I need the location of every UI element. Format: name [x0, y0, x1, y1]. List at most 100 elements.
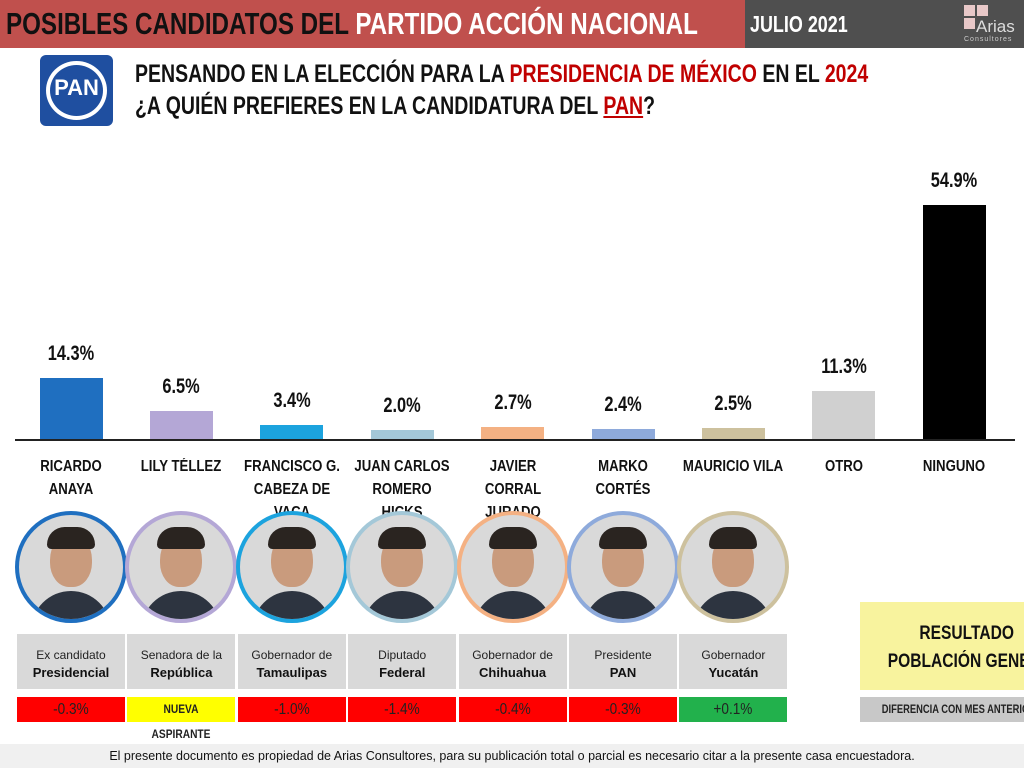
role-text: Ex candidato — [36, 648, 106, 662]
candidate-photo — [235, 511, 348, 623]
role-bold: Chihuahua — [479, 665, 547, 680]
category-label-line: MARKO CORTÉS — [595, 458, 651, 498]
diff-legend: DIFERENCIA CON MES ANTERIOR — [860, 697, 1024, 722]
change-badge: -0.4% — [458, 697, 567, 722]
role-text: Diputado — [378, 648, 427, 662]
data-label: 14.3% — [47, 342, 95, 366]
category-label-line: JUAN CARLOS — [354, 458, 450, 475]
data-label: 11.3% — [821, 354, 867, 378]
data-label: 2.5% — [714, 392, 753, 416]
q-highlight: PRESIDENCIA DE MÉXICO — [509, 60, 757, 88]
role-text: Gobernador de — [472, 648, 553, 662]
category-label: MARKO CORTÉS — [572, 455, 674, 501]
q-highlight: PAN — [603, 92, 644, 120]
role-bold: Federal — [379, 665, 426, 680]
title-part: POSIBLES CANDIDATOS DEL — [6, 6, 356, 41]
candidate-role: Diputado Federal — [348, 634, 457, 689]
category-label-line: MAURICIO VILA — [683, 458, 784, 475]
category-label-line: JAVIER CORRAL — [484, 458, 541, 498]
candidate-photo — [567, 511, 679, 623]
data-label: 54.9% — [930, 169, 978, 192]
change-badge: +0.1% — [679, 697, 788, 722]
candidate-photo — [677, 511, 790, 623]
survey-date: JULIO 2021 — [750, 11, 848, 37]
q-text: ¿A QUIÉN PREFIERES EN LA CANDIDATURA DEL — [135, 92, 604, 120]
category-label-line: NINGUNO — [923, 458, 986, 475]
change-value: -1.4% — [384, 701, 420, 718]
candidate-photo — [346, 511, 459, 623]
role-bold: Yucatán — [708, 665, 759, 680]
candidate-photo — [15, 511, 127, 623]
q-highlight: 2024 — [824, 60, 869, 88]
candidate-role: Gobernador de Tamaulipas — [237, 634, 346, 689]
role-bold: Presidencial — [32, 665, 110, 680]
candidate-role: Ex candidato Presidencial — [17, 634, 125, 689]
bar — [812, 390, 876, 439]
bar — [260, 424, 324, 439]
category-label-line: FRANCISCO G. — [243, 458, 340, 475]
role-text: Gobernador — [701, 648, 766, 662]
data-label: 2.4% — [604, 392, 642, 416]
candidate-role: Presidente PAN — [569, 634, 677, 689]
change-value: +0.1% — [713, 701, 753, 718]
change-value: -1.0% — [274, 701, 310, 718]
q-text: EN EL — [756, 60, 825, 88]
role-text: Senadora de la — [140, 648, 223, 662]
change-value: -0.3% — [53, 701, 89, 718]
category-label: MAURICIO VILA — [682, 455, 784, 478]
logo-subtext: Consultores — [964, 36, 1013, 43]
role-bold: República — [150, 665, 213, 680]
role-text: Gobernador de — [251, 648, 333, 662]
candidate-role: Gobernador Yucatán — [679, 634, 788, 689]
category-label: RICARDO ANAYA — [20, 455, 122, 501]
data-label: 3.4% — [273, 388, 311, 412]
question-line-2: ¿A QUIÉN PREFIERES EN LA CANDIDATURA DEL… — [135, 92, 655, 121]
bar — [701, 428, 765, 439]
candidate-photo — [125, 511, 238, 623]
candidate-role: Senadora de la República — [127, 634, 236, 689]
pan-logo-text: PAN — [54, 75, 99, 100]
q-text: PENSANDO EN LA ELECCIÓN PARA LA — [135, 60, 510, 88]
bar — [370, 430, 434, 439]
category-label-line: RICARDO ANAYA — [40, 458, 102, 498]
role-bold: PAN — [609, 665, 637, 680]
arias-logo: Arias Consultores — [954, 3, 1016, 45]
date-bar: JULIO 2021 Arias Consultores — [745, 0, 1024, 48]
category-label-line: OTRO — [824, 458, 863, 475]
bar — [481, 427, 545, 439]
category-label: OTRO — [793, 455, 895, 478]
change-badge: -1.0% — [237, 697, 346, 722]
legend-line: RESULTADO — [919, 623, 1014, 644]
change-badge: -1.4% — [348, 697, 457, 722]
role-bold: Tamaulipas — [256, 665, 328, 680]
data-label: 6.5% — [162, 375, 201, 399]
category-label: NINGUNO — [903, 455, 1005, 478]
pan-logo: PAN — [40, 55, 113, 126]
page-title: POSIBLES CANDIDATOS DEL PARTIDO ACCIÓN N… — [6, 6, 698, 42]
question-line-1: PENSANDO EN LA ELECCIÓN PARA LA PRESIDEN… — [135, 60, 868, 89]
legend-line: POBLACIÓN GENERAL — [887, 651, 1024, 672]
category-label: LILY TÉLLEZ — [130, 455, 232, 478]
footer-text: El presente documento es propiedad de Ar… — [109, 749, 915, 763]
candidate-role: Gobernador de Chihuahua — [458, 634, 567, 689]
data-label: 2.7% — [493, 391, 532, 415]
logo-text: Arias — [976, 17, 1015, 36]
candidate-photo — [456, 511, 569, 623]
header-bar: POSIBLES CANDIDATOS DEL PARTIDO ACCIÓN N… — [0, 0, 745, 48]
change-value: NUEVA ASPIRANTE — [151, 702, 211, 741]
category-label-line: LILY TÉLLEZ — [141, 458, 222, 475]
x-axis-line — [15, 439, 1015, 441]
footer: El presente documento es propiedad de Ar… — [0, 744, 1024, 768]
result-legend: RESULTADO POBLACIÓN GENERAL — [860, 602, 1024, 690]
bar — [39, 378, 103, 439]
diff-legend-text: DIFERENCIA CON MES ANTERIOR — [881, 702, 1024, 716]
q-text: ? — [643, 92, 656, 120]
role-text: Presidente — [594, 648, 652, 662]
bar — [922, 205, 986, 439]
title-highlight: PARTIDO ACCIÓN NACIONAL — [355, 6, 698, 41]
change-badge: -0.3% — [17, 697, 125, 722]
bar — [591, 428, 655, 439]
change-badge: -0.3% — [569, 697, 677, 722]
change-value: -0.3% — [605, 701, 641, 718]
bar — [149, 411, 213, 439]
